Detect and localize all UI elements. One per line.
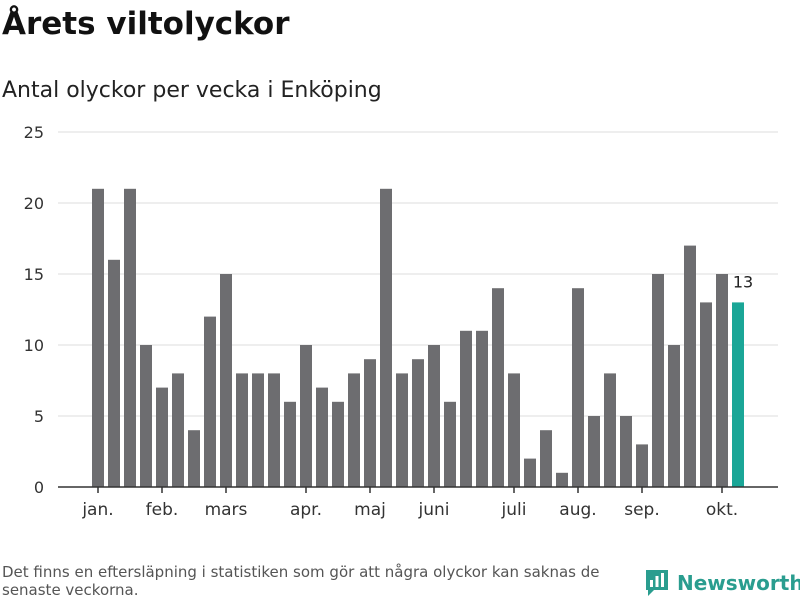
bar-week-32: [588, 416, 600, 487]
bar-week-8: [204, 316, 216, 487]
bar-week-19: [380, 188, 392, 488]
bar-chart-speech-bubble-icon: [646, 570, 668, 596]
x-tick-label: aug.: [559, 500, 596, 520]
bar-week-5: [156, 387, 168, 487]
x-tick-label: juni: [418, 500, 450, 520]
data-label: 13: [733, 272, 753, 291]
bar-week-10: [236, 373, 248, 487]
bar-week-6: [172, 373, 184, 487]
bar-chart: 0 5 10 15 20 25 jan. feb. mars apr. maj juni juli aug…: [24, 123, 778, 520]
footnote: Det finns en eftersläpning i statistiken…: [2, 563, 600, 599]
brand-logo: Newsworthy: [644, 568, 800, 598]
bar-week-37: [668, 345, 680, 487]
bar-week-22: [428, 345, 440, 487]
bar-week-13: [284, 401, 296, 487]
bar-week-1: [92, 188, 104, 488]
chart-subtitle: Antal olyckor per vecka i Enköping: [2, 78, 382, 103]
bar-week-2: [108, 259, 120, 487]
x-tick-label: jan.: [81, 500, 113, 520]
bar-week-35: [636, 444, 648, 487]
bar-week-38: [684, 245, 696, 487]
bar-week-27: [508, 373, 520, 487]
y-tick-label: 25: [24, 123, 44, 142]
y-tick-label: 5: [34, 407, 44, 426]
x-tick-label: okt.: [706, 500, 738, 520]
bar-week-29: [540, 430, 552, 487]
bar-week-24: [460, 330, 472, 487]
x-tick-label: maj: [354, 500, 386, 520]
x-tick-label: juli: [501, 500, 527, 520]
bar-week-34: [620, 416, 632, 487]
bar-week-23: [444, 401, 456, 487]
bar-week-20: [396, 373, 408, 487]
bar-week-40: [716, 274, 728, 487]
y-tick-label: 15: [24, 265, 44, 284]
brand-name: Newsworthy: [677, 571, 800, 595]
bar-week-16: [332, 401, 344, 487]
y-tick-label: 0: [34, 478, 44, 497]
bar-week-39: [700, 302, 712, 487]
bar-week-9: [220, 274, 232, 487]
bar-week-14: [300, 345, 312, 487]
bar-week-41: [732, 302, 744, 487]
x-tick-label: mars: [205, 500, 248, 520]
chart-title: Årets viltolyckor: [2, 6, 290, 42]
bar-week-15: [316, 387, 328, 487]
bar-week-17: [348, 373, 360, 487]
bar-week-21: [412, 359, 424, 487]
bar-week-11: [252, 373, 264, 487]
y-tick-label: 10: [24, 336, 44, 355]
x-tick-label: feb.: [146, 500, 179, 520]
bar-week-18: [364, 359, 376, 487]
bar-week-25: [476, 330, 488, 487]
bar-week-3: [124, 188, 136, 488]
bar-week-12: [268, 373, 280, 487]
x-tick-label: sep.: [624, 500, 660, 520]
x-tick-label: apr.: [290, 500, 322, 520]
bar-week-7: [188, 430, 200, 487]
bar-week-36: [652, 274, 664, 487]
bar-week-30: [556, 472, 568, 487]
bar-week-4: [140, 345, 152, 487]
y-tick-label: 20: [24, 194, 44, 213]
bar-week-31: [572, 288, 584, 487]
bar-week-26: [492, 288, 504, 487]
bar-week-28: [524, 458, 536, 487]
bar-week-33: [604, 373, 616, 487]
